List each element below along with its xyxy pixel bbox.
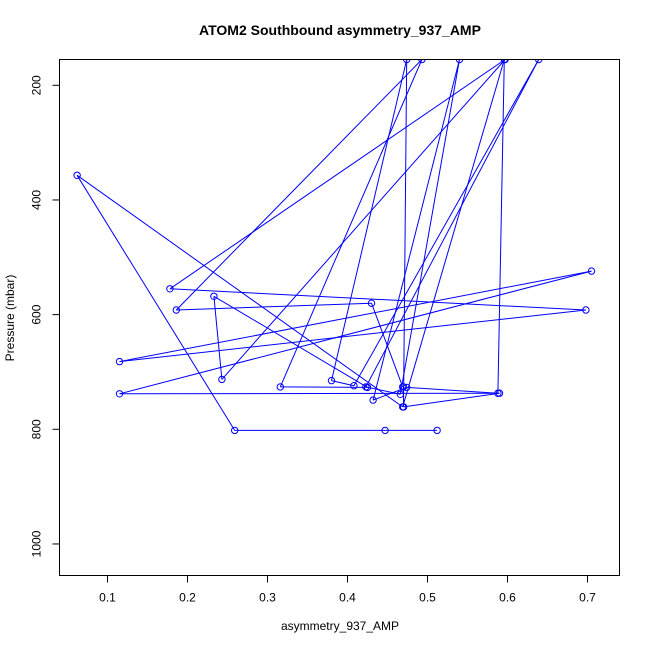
plot-area — [73, 59, 596, 435]
y-axis: 200 400 600 800 1000 — [30, 75, 60, 557]
series-line-segment — [221, 59, 506, 380]
data-point — [399, 383, 408, 391]
data-point — [381, 426, 389, 435]
series-line-segment — [169, 288, 586, 311]
data-point — [115, 357, 124, 366]
data-point — [455, 59, 464, 64]
series-line-segment — [331, 380, 355, 387]
data-point — [495, 389, 504, 397]
series-line-segment — [403, 392, 500, 408]
series-line-segment — [119, 270, 592, 363]
data-point — [350, 382, 358, 390]
y-tick-label: 800 — [30, 419, 44, 439]
data-point — [403, 383, 411, 392]
series-line-segment — [280, 386, 368, 388]
data-point — [396, 390, 404, 398]
series-line-segment — [331, 59, 408, 381]
series-line-segment — [213, 296, 223, 380]
x-axis: 0.1 0.2 0.3 0.4 0.5 0.6 0.7 — [99, 575, 596, 605]
y-tick-label: 600 — [30, 304, 44, 324]
y-tick-label: 1000 — [30, 530, 44, 557]
series-line-segment — [353, 59, 540, 386]
series-line-segment — [497, 59, 505, 394]
series-line-segment — [213, 295, 368, 388]
data-point — [399, 403, 408, 411]
x-tick-label: 0.3 — [259, 591, 276, 605]
series-line-segment — [402, 59, 505, 408]
y-axis-label: Pressure (mbar) — [3, 275, 17, 362]
series-line-segment — [176, 302, 372, 311]
series-line-segment — [119, 392, 500, 395]
series-line-segment — [403, 59, 408, 407]
data-point — [172, 306, 181, 314]
series-line-segment — [119, 309, 586, 363]
data-point — [115, 390, 124, 398]
chart-title: ATOM2 Southbound asymmetry_937_AMP — [199, 22, 481, 38]
data-point — [231, 426, 239, 435]
x-tick-label: 0.4 — [339, 591, 356, 605]
x-axis-label: asymmetry_937_AMP — [281, 619, 399, 633]
series-line-segment — [406, 386, 498, 394]
data-point — [582, 306, 590, 314]
data-point — [73, 171, 81, 180]
x-tick-label: 0.2 — [179, 591, 196, 605]
data-point — [403, 59, 411, 64]
data-point — [535, 59, 543, 64]
x-tick-label: 0.7 — [579, 591, 596, 605]
series-line-segment — [175, 59, 423, 311]
x-tick-label: 0.1 — [99, 591, 116, 605]
data-point — [276, 383, 284, 391]
series-line-segment — [76, 174, 403, 408]
y-tick-label: 400 — [30, 190, 44, 210]
data-point — [587, 267, 596, 275]
series-line-segment — [399, 59, 460, 395]
series-line-segment — [169, 59, 506, 290]
series-line-segment — [76, 175, 236, 431]
data-point — [367, 299, 376, 307]
data-point — [166, 285, 174, 293]
data-point — [218, 375, 226, 384]
data-point — [210, 292, 218, 300]
data-point — [369, 396, 377, 404]
data-point — [433, 426, 441, 435]
series-line-segment — [371, 303, 404, 388]
series-line-segment — [119, 270, 592, 395]
data-point — [327, 376, 336, 385]
data-point — [363, 383, 372, 392]
y-tick-label: 200 — [30, 75, 44, 95]
series-line-segment — [372, 59, 460, 401]
series-line-segment — [279, 59, 423, 388]
x-tick-label: 0.6 — [499, 591, 516, 605]
x-tick-label: 0.5 — [419, 591, 436, 605]
data-point — [501, 59, 509, 64]
data-point — [418, 59, 426, 64]
series-line-segment — [365, 59, 540, 388]
plot-frame — [59, 59, 620, 576]
